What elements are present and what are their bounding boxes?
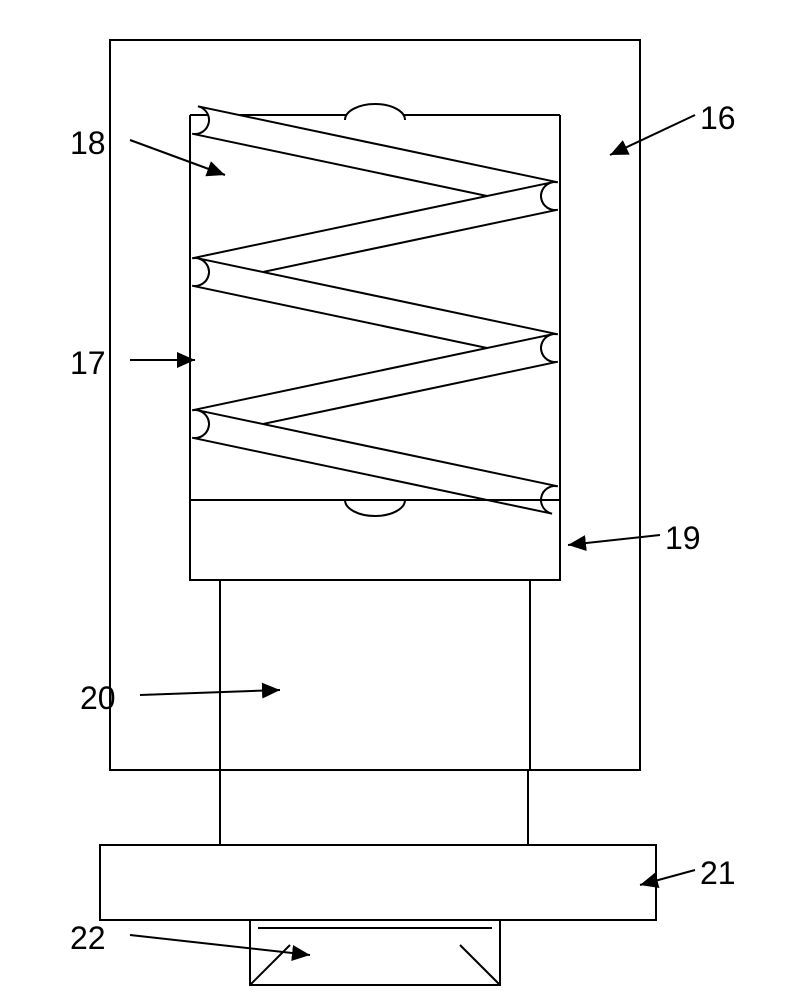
leader-19 — [568, 535, 660, 545]
label-19: 19 — [665, 520, 701, 557]
foot-22-bevel-right — [460, 945, 500, 985]
spring-nub-top — [345, 104, 405, 120]
leader-16 — [610, 115, 695, 155]
leader-21 — [640, 870, 695, 885]
label-20: 20 — [80, 680, 116, 717]
leader-22 — [130, 935, 310, 955]
spring-nub-bottom — [345, 500, 405, 516]
label-18: 18 — [70, 125, 106, 162]
technical-diagram — [0, 0, 791, 1000]
label-22: 22 — [70, 920, 106, 957]
label-16: 16 — [700, 100, 736, 137]
plate-21 — [100, 845, 656, 920]
leader-20 — [140, 690, 280, 695]
label-17: 17 — [70, 345, 106, 382]
leader-18 — [130, 140, 225, 175]
spring-coil-4 — [192, 410, 558, 513]
label-21: 21 — [700, 855, 736, 892]
block-20 — [220, 580, 530, 770]
